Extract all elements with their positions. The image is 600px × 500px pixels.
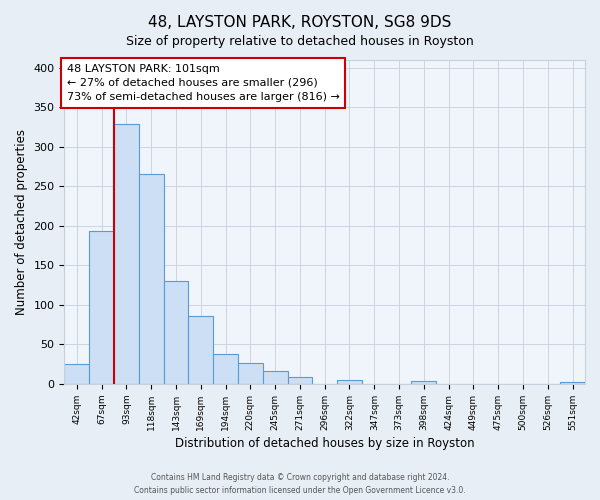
- Text: Size of property relative to detached houses in Royston: Size of property relative to detached ho…: [126, 35, 474, 48]
- Bar: [114, 124, 139, 384]
- Bar: [263, 370, 287, 384]
- Y-axis label: Number of detached properties: Number of detached properties: [15, 129, 28, 315]
- Bar: [238, 364, 263, 384]
- Bar: [188, 316, 213, 384]
- Text: Contains HM Land Registry data © Crown copyright and database right 2024.
Contai: Contains HM Land Registry data © Crown c…: [134, 473, 466, 495]
- Bar: [337, 380, 362, 384]
- Bar: [64, 364, 89, 384]
- Bar: [287, 377, 313, 384]
- Bar: [139, 174, 164, 384]
- Text: 48, LAYSTON PARK, ROYSTON, SG8 9DS: 48, LAYSTON PARK, ROYSTON, SG8 9DS: [148, 15, 452, 30]
- X-axis label: Distribution of detached houses by size in Royston: Distribution of detached houses by size …: [175, 437, 475, 450]
- Bar: [412, 381, 436, 384]
- Bar: [213, 354, 238, 384]
- Bar: [164, 281, 188, 384]
- Bar: [89, 232, 114, 384]
- Text: 48 LAYSTON PARK: 101sqm
← 27% of detached houses are smaller (296)
73% of semi-d: 48 LAYSTON PARK: 101sqm ← 27% of detache…: [67, 64, 340, 102]
- Bar: [560, 382, 585, 384]
